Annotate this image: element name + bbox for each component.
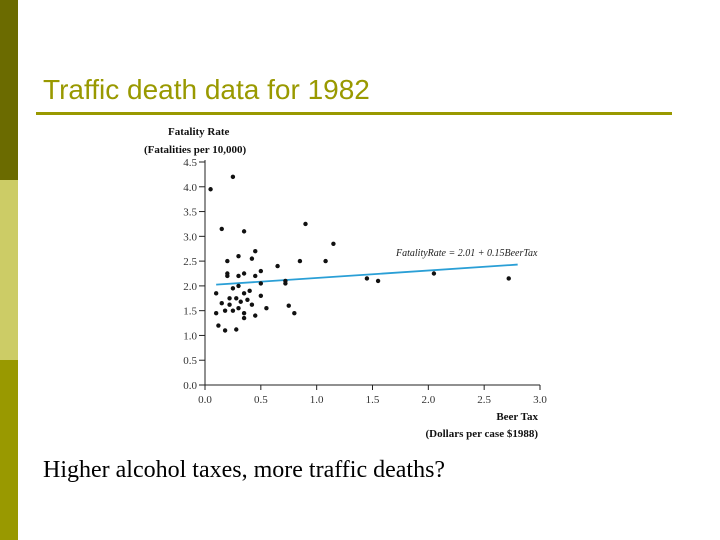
data-point	[286, 303, 291, 308]
data-point	[249, 302, 255, 307]
data-point	[227, 302, 232, 307]
data-point	[234, 327, 239, 332]
data-point	[375, 278, 381, 284]
x-tick-label: 3.0	[533, 394, 547, 406]
side-bar-top	[0, 0, 18, 180]
y-tick-label: 0.5	[183, 355, 197, 367]
y-tick-label: 4.0	[183, 182, 197, 194]
side-bar-middle	[0, 180, 18, 360]
data-point	[236, 305, 241, 311]
y-tick-label: 1.5	[183, 306, 197, 318]
data-point	[225, 258, 230, 264]
data-point	[238, 299, 243, 304]
data-point	[236, 273, 241, 279]
data-point	[241, 271, 247, 276]
data-point	[236, 253, 241, 259]
data-point	[264, 305, 269, 311]
data-point	[431, 271, 437, 276]
y-tick-label: 4.5	[183, 157, 197, 169]
slide-title: Traffic death data for 1982	[43, 74, 370, 105]
data-point	[249, 256, 255, 261]
data-point	[222, 308, 228, 313]
x-tick-label: 1.5	[366, 394, 380, 406]
data-point	[331, 241, 336, 246]
x-tick-label: 1.0	[310, 394, 324, 406]
data-point	[292, 310, 297, 316]
data-point	[219, 226, 224, 232]
x-tick-label: 2.5	[477, 394, 491, 406]
data-point	[364, 276, 370, 281]
data-point	[241, 229, 247, 234]
data-point	[236, 283, 241, 289]
title-divider	[36, 112, 672, 115]
y-axis-label-line2: (Fatalities per 10,000)	[144, 144, 246, 156]
y-tick-label: 0.0	[183, 380, 197, 392]
x-tick-label: 0.5	[254, 394, 268, 406]
y-tick-label: 1.0	[183, 330, 197, 342]
regression-line	[216, 263, 518, 286]
data-point	[297, 258, 303, 264]
data-point	[506, 276, 511, 281]
data-point	[225, 273, 230, 279]
side-bar-bottom	[0, 360, 18, 540]
x-tick-label: 2.0	[421, 394, 435, 406]
data-point	[213, 291, 219, 296]
data-point	[241, 315, 247, 321]
data-point	[258, 268, 264, 274]
data-point	[216, 323, 221, 328]
slide-caption: Higher alcohol taxes, more traffic death…	[43, 457, 446, 483]
data-point	[323, 258, 328, 264]
data-point	[275, 263, 280, 269]
data-point	[230, 286, 236, 291]
data-point	[222, 328, 228, 333]
data-point	[253, 249, 258, 254]
data-point	[241, 291, 247, 296]
data-point	[230, 174, 236, 180]
y-axis-label-line1: Fatality Rate	[168, 126, 230, 138]
x-tick-label: 0.0	[198, 394, 212, 406]
data-point	[253, 313, 258, 318]
x-axis-label-line1: Beer Tax	[496, 411, 538, 423]
data-point	[213, 310, 219, 316]
data-point	[245, 297, 250, 302]
data-point	[258, 281, 264, 286]
data-point	[258, 293, 264, 298]
data-point	[230, 308, 236, 313]
x-axis-label-line2: (Dollars per case $1988)	[425, 428, 538, 440]
y-tick-label: 2.5	[183, 256, 197, 268]
y-tick-label: 3.5	[183, 207, 197, 219]
y-tick-label: 3.0	[183, 231, 197, 243]
data-point	[234, 296, 239, 301]
data-point	[283, 281, 288, 286]
y-tick-label: 2.0	[183, 281, 197, 293]
scatter-chart: Fatality Rate (Fatalities per 10,000) Be…	[144, 126, 547, 440]
data-point	[227, 296, 232, 301]
data-point	[303, 221, 308, 227]
data-point	[253, 273, 258, 279]
data-point	[241, 310, 247, 316]
regression-equation: FatalityRate = 2.01 + 0.15BeerTax	[395, 248, 538, 259]
data-point	[247, 288, 252, 294]
data-point	[219, 301, 224, 306]
data-point	[208, 187, 213, 192]
